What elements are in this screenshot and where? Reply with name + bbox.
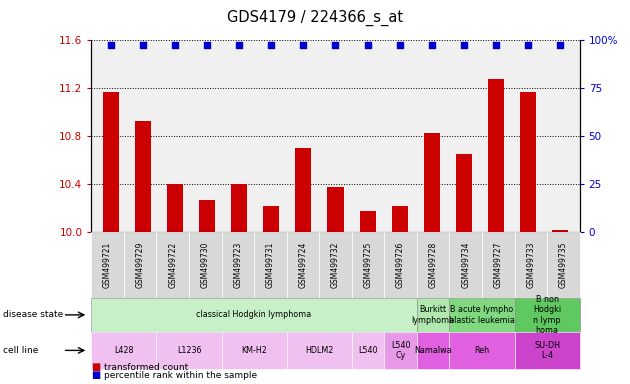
Text: B non
Hodgki
n lymp
homa: B non Hodgki n lymp homa: [533, 295, 561, 335]
Bar: [520, 92, 536, 384]
Bar: [553, 230, 568, 384]
Bar: [328, 187, 343, 384]
Point: [523, 42, 533, 48]
Text: L1236: L1236: [177, 346, 201, 355]
Point: [491, 42, 501, 48]
Point: [234, 42, 244, 48]
Text: L540: L540: [358, 346, 378, 355]
Text: GSM499731: GSM499731: [266, 242, 275, 288]
Text: Namalwa: Namalwa: [415, 346, 452, 355]
Point: [459, 42, 469, 48]
Text: GSM499729: GSM499729: [135, 242, 145, 288]
Bar: [199, 200, 215, 384]
Point: [170, 42, 180, 48]
Text: GSM499735: GSM499735: [559, 242, 568, 288]
Text: GSM499725: GSM499725: [364, 242, 372, 288]
Point: [202, 42, 212, 48]
Point: [427, 42, 437, 48]
Text: GSM499730: GSM499730: [201, 242, 210, 288]
Text: disease state: disease state: [3, 310, 64, 319]
Point: [331, 42, 341, 48]
Text: transformed count: transformed count: [104, 364, 188, 372]
Bar: [263, 206, 279, 384]
Bar: [488, 79, 504, 384]
Point: [299, 42, 309, 48]
Text: SU-DH
L-4: SU-DH L-4: [534, 341, 560, 360]
Text: ■: ■: [91, 370, 101, 380]
Point: [555, 42, 565, 48]
Bar: [231, 184, 247, 384]
Text: L428: L428: [114, 346, 134, 355]
Text: GSM499724: GSM499724: [299, 242, 307, 288]
Text: ■: ■: [91, 362, 101, 372]
Text: GSM499732: GSM499732: [331, 242, 340, 288]
Text: GDS4179 / 224366_s_at: GDS4179 / 224366_s_at: [227, 10, 403, 26]
Text: percentile rank within the sample: percentile rank within the sample: [104, 371, 257, 380]
Bar: [456, 154, 472, 384]
Text: B acute lympho
blastic leukemia: B acute lympho blastic leukemia: [449, 305, 515, 324]
Text: GSM499734: GSM499734: [461, 242, 470, 288]
Bar: [135, 121, 151, 384]
Text: GSM499726: GSM499726: [396, 242, 405, 288]
Text: GSM499721: GSM499721: [103, 242, 112, 288]
Bar: [167, 184, 183, 384]
Bar: [295, 148, 311, 384]
Text: HDLM2: HDLM2: [305, 346, 333, 355]
Text: GSM499722: GSM499722: [168, 242, 177, 288]
Point: [138, 42, 148, 48]
Text: GSM499733: GSM499733: [526, 242, 536, 288]
Point: [106, 42, 116, 48]
Text: classical Hodgkin lymphoma: classical Hodgkin lymphoma: [197, 310, 312, 319]
Text: Reh: Reh: [474, 346, 490, 355]
Bar: [392, 206, 408, 384]
Text: L540
Cy: L540 Cy: [391, 341, 410, 360]
Text: GSM499723: GSM499723: [233, 242, 243, 288]
Bar: [103, 92, 118, 384]
Text: Burkitt
lymphoma: Burkitt lymphoma: [411, 305, 455, 324]
Point: [394, 42, 404, 48]
Text: cell line: cell line: [3, 346, 38, 355]
Text: GSM499727: GSM499727: [494, 242, 503, 288]
Bar: [360, 211, 375, 384]
Text: GSM499728: GSM499728: [428, 242, 438, 288]
Bar: [424, 133, 440, 384]
Point: [362, 42, 372, 48]
Point: [266, 42, 277, 48]
Text: KM-H2: KM-H2: [241, 346, 267, 355]
